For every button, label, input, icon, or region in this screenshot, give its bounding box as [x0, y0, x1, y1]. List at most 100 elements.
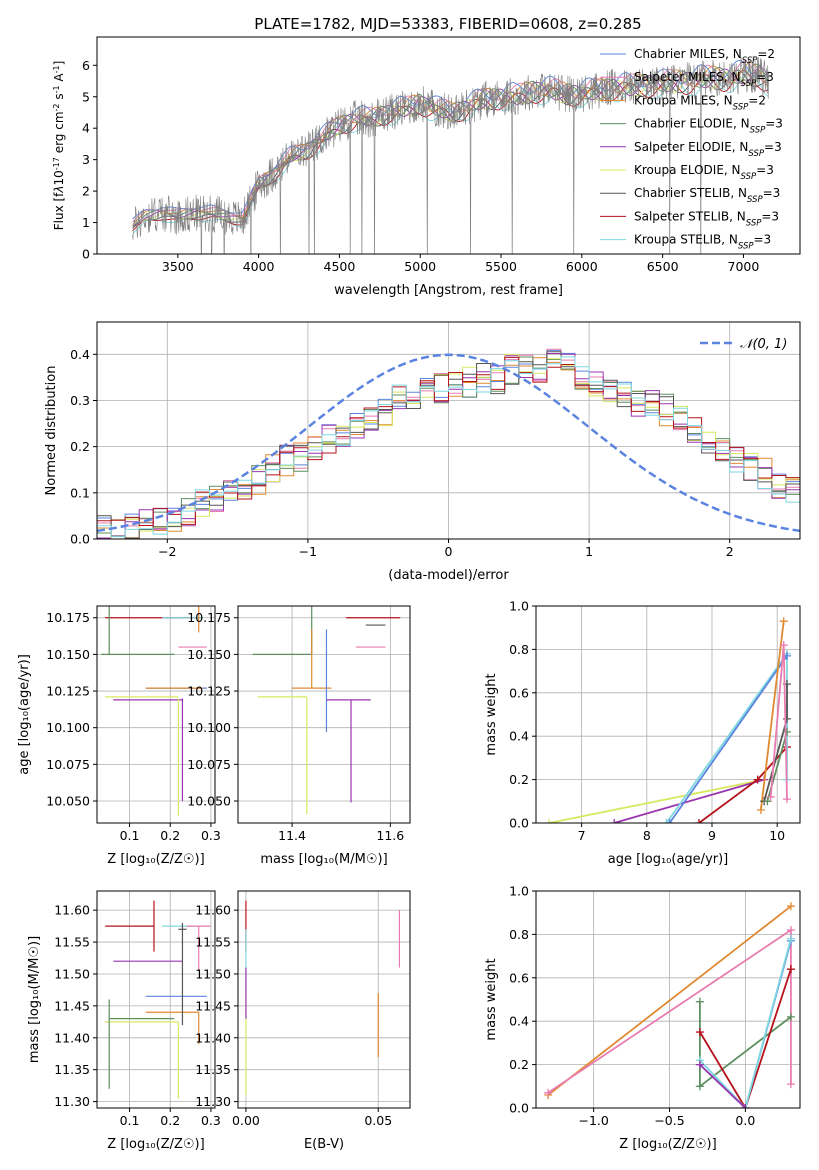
- y-tick-label: 11.55: [54, 935, 90, 950]
- legend-entry: Chabrier STELIB, NSSP=3: [634, 186, 780, 205]
- y-axis-label: mass weight: [484, 958, 499, 1040]
- y-axis-label: mass [log₁₀(M/M☉)]: [27, 936, 42, 1063]
- weight-line: [699, 1063, 747, 1108]
- x-tick-label: 2: [726, 544, 734, 559]
- legend: 𝒩(0, 1): [700, 337, 787, 352]
- errorbar-point: [326, 699, 371, 803]
- legend-entry: Kroupa MILES, NSSP=2: [634, 93, 766, 112]
- errorbar-point: [145, 1011, 200, 1045]
- x-tick-label: 0.2: [160, 1113, 180, 1128]
- y-tick-label: 11.45: [195, 998, 231, 1013]
- y-tick-label: 11.35: [54, 1062, 90, 1077]
- x-tick-label: 0.1: [120, 828, 140, 843]
- x-tick-label: 0.2: [160, 828, 180, 843]
- y-tick-label: 0.4: [509, 729, 529, 744]
- y-tick-label: 1: [82, 215, 90, 230]
- x-tick-label: 3500: [162, 259, 194, 274]
- y-tick-label: 0.4: [70, 347, 90, 362]
- y-tick-label: 0.0: [509, 1101, 529, 1116]
- x-axis-label: age [log₁₀(age/yr)]: [608, 852, 729, 867]
- panel-age-vs-mass: 11.4 11.6 10.050 10.075 10.100 10.125 10.150 10…: [187, 605, 411, 867]
- panel-weight-vs-age: 7 8 9 10 0.0 0.2 0.4 0.6 0.8 1.0 age [log₁₀(age/yr…: [484, 599, 801, 867]
- y-tick-label: 0.6: [509, 970, 529, 985]
- x-tick-label: 4000: [243, 259, 275, 274]
- x-tick-label: 0.05: [364, 1113, 392, 1128]
- errorbar-point: [105, 900, 155, 952]
- y-tick-label: 10.150: [187, 647, 231, 662]
- y-tick-label: 11.60: [54, 903, 90, 918]
- x-axis-label: Z [log₁₀(Z/Z☉)]: [107, 1137, 204, 1152]
- weight-marker: [545, 819, 554, 823]
- weight-line: [613, 778, 765, 823]
- y-tick-label: 10.100: [46, 720, 90, 735]
- weight-line: [668, 655, 788, 823]
- weight-line: [699, 968, 792, 1108]
- panel-weight-vs-z: −1.0 −0.5 0.0 0.0 0.2 0.4 0.6 0.8 1.0 Z [log₁₀(Z/…: [484, 884, 801, 1152]
- x-tick-label: 1: [585, 544, 593, 559]
- plot-area: [252, 606, 401, 815]
- weight-marker: [756, 805, 765, 814]
- axes-frame: [96, 890, 216, 1109]
- y-tick-label: 10.175: [187, 610, 231, 625]
- weight-marker: [766, 792, 775, 801]
- x-axis-label: Z [log₁₀(Z/Z☉)]: [107, 852, 204, 867]
- errorbar-point: [101, 606, 175, 655]
- x-tick-label: 0.0: [735, 1113, 755, 1128]
- y-tick-label: 0.2: [509, 1057, 529, 1072]
- errorbar-point: [108, 999, 175, 1089]
- y-tick-label: 11.40: [54, 1030, 90, 1045]
- x-tick-label: −2: [158, 544, 176, 559]
- gaussian-curve: [97, 353, 800, 533]
- plot-area: [132, 55, 770, 254]
- weight-marker: [763, 797, 772, 806]
- weight-marker: [662, 819, 671, 823]
- y-tick-label: 1.0: [509, 599, 529, 614]
- x-tick-label: 11.6: [376, 828, 404, 843]
- x-tick-label: 8: [643, 828, 651, 843]
- y-tick-label: 11.30: [54, 1094, 90, 1109]
- y-axis-label: Normed distribution: [44, 366, 59, 496]
- plot-area: [245, 900, 401, 1096]
- weight-marker: [741, 1104, 750, 1108]
- x-tick-label: 6500: [647, 259, 679, 274]
- errorbar-point: [257, 696, 308, 815]
- y-tick-label: 0.6: [509, 685, 529, 700]
- legend-entry: Salpeter ELODIE, NSSP=3: [634, 140, 782, 159]
- weight-line: [699, 938, 792, 1108]
- weight-marker: [786, 926, 795, 935]
- weight-marker: [786, 965, 795, 974]
- x-axis-label: (data-model)/error: [388, 568, 509, 583]
- panel-residuals: −2 −1 0 1 2 0.0 0.1 0.2 0.3 0.4 (data-model)/error…: [44, 321, 801, 583]
- x-axis-label: mass [log₁₀(M/M☉)]: [260, 852, 387, 867]
- x-tick-label: 6000: [566, 259, 598, 274]
- legend-entry: Chabrier MILES, NSSP=2: [634, 47, 775, 66]
- weight-marker: [782, 795, 791, 804]
- weight-marker: [786, 1080, 795, 1089]
- errorbar-point: [252, 606, 313, 655]
- plot-area: [544, 902, 795, 1108]
- weight-marker: [695, 1028, 704, 1037]
- errorbar-point: [105, 1021, 179, 1099]
- errorbar-point: [292, 629, 332, 689]
- panel-spectrum: 3500 4000 4500 5000 5500 6000 6500 7000 0 1 2 3 4 5 6 w…: [52, 36, 801, 298]
- x-tick-label: 0.1: [120, 1113, 140, 1128]
- legend-entry: Kroupa STELIB, NSSP=3: [634, 233, 771, 252]
- y-axis-label: Flux [fλ10-17 erg cm-2 s-1 A-1]: [52, 61, 67, 231]
- y-tick-label: 11.50: [195, 966, 231, 981]
- axes-frame: [237, 890, 411, 1109]
- plot-area: [105, 900, 211, 1099]
- y-tick-label: 11.50: [54, 966, 90, 981]
- y-tick-label: 11.30: [195, 1094, 231, 1109]
- histogram-step: [97, 356, 800, 538]
- x-tick-label: 4500: [324, 259, 356, 274]
- y-tick-label: 0.0: [509, 816, 529, 831]
- y-tick-label: 10.050: [187, 794, 231, 809]
- x-tick-label: 5500: [485, 259, 517, 274]
- legend-entry: 𝒩(0, 1): [740, 337, 787, 352]
- panel-age-vs-z: 0.1 0.2 0.3 10.050 10.075 10.100 10.125 10.150 1…: [17, 605, 221, 867]
- figure-title: PLATE=1782, MJD=53383, FIBERID=0608, z=0…: [254, 15, 641, 33]
- y-tick-label: 5: [82, 89, 90, 104]
- y-tick-label: 10.050: [46, 794, 90, 809]
- weight-marker: [782, 727, 791, 736]
